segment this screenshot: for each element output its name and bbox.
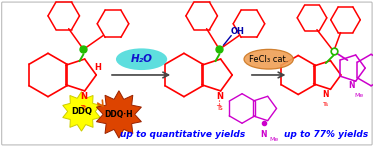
Text: N: N bbox=[260, 130, 267, 139]
Text: Me: Me bbox=[269, 137, 278, 142]
Text: OH: OH bbox=[230, 27, 244, 36]
Text: up to quantitative yields: up to quantitative yields bbox=[120, 130, 246, 139]
Text: FeCl₃ cat.: FeCl₃ cat. bbox=[249, 55, 288, 64]
Text: Ts: Ts bbox=[80, 106, 87, 111]
Polygon shape bbox=[96, 91, 141, 138]
Polygon shape bbox=[63, 92, 100, 131]
Text: DDQ: DDQ bbox=[71, 107, 92, 116]
Text: N: N bbox=[322, 90, 329, 99]
Text: H: H bbox=[94, 63, 101, 72]
Text: Me: Me bbox=[355, 93, 364, 98]
Text: Ts: Ts bbox=[323, 102, 329, 107]
FancyBboxPatch shape bbox=[2, 2, 372, 145]
Text: N: N bbox=[80, 92, 87, 101]
Ellipse shape bbox=[244, 49, 293, 69]
Text: N: N bbox=[216, 92, 223, 101]
Text: up to 77% yields: up to 77% yields bbox=[284, 130, 368, 139]
Text: H₂O: H₂O bbox=[130, 54, 153, 64]
Ellipse shape bbox=[116, 48, 167, 70]
Text: DDQ·H: DDQ·H bbox=[105, 110, 133, 119]
Text: Ts: Ts bbox=[216, 106, 223, 111]
Text: N: N bbox=[348, 81, 355, 90]
FancyArrowPatch shape bbox=[98, 100, 103, 106]
